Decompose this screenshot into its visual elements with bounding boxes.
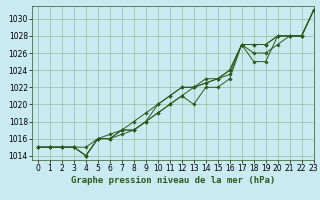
X-axis label: Graphe pression niveau de la mer (hPa): Graphe pression niveau de la mer (hPa) bbox=[71, 176, 275, 185]
